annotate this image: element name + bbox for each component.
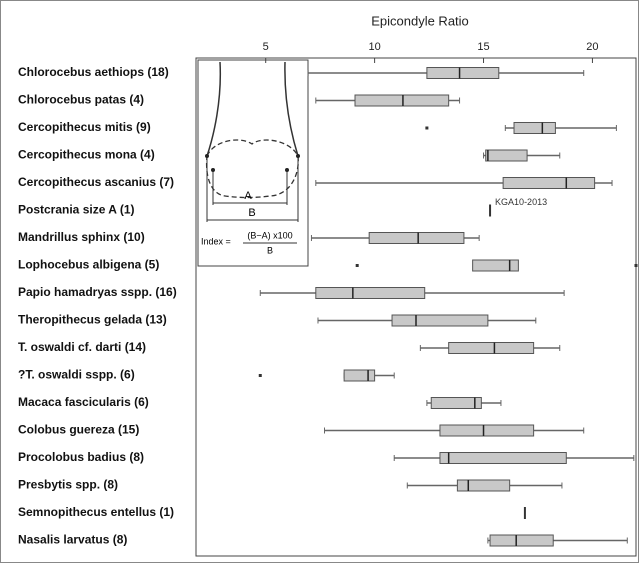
box xyxy=(457,480,509,491)
row-label: Nasalis larvatus (8) xyxy=(18,533,127,547)
box xyxy=(392,315,488,326)
row-label: Cercopithecus mitis (9) xyxy=(18,120,151,134)
point xyxy=(296,154,300,158)
row-label: Papio hamadryas sspp. (16) xyxy=(18,285,177,299)
x-tick-label: 5 xyxy=(263,41,269,53)
x-tick-label: 20 xyxy=(586,41,598,53)
index-label: Index = xyxy=(201,236,231,246)
outlier xyxy=(356,264,359,267)
box xyxy=(431,398,481,409)
point xyxy=(205,154,209,158)
box xyxy=(486,150,527,161)
inset: A B Index = (B−A) x100 B xyxy=(198,60,308,266)
row-label: Chlorocebus patas (4) xyxy=(18,93,144,107)
box xyxy=(355,95,449,106)
row-label: Mandrillus sphinx (10) xyxy=(18,230,145,244)
row-label: T. oswaldi cf. darti (14) xyxy=(18,340,146,354)
outlier xyxy=(259,374,262,377)
chart: Epicondyle Ratio A B Index = (B−A) x100 … xyxy=(0,0,639,563)
label-b: B xyxy=(248,207,255,219)
outlier xyxy=(635,264,638,267)
box xyxy=(440,425,534,436)
outlier xyxy=(425,127,428,130)
x-tick-label: 15 xyxy=(477,41,489,53)
box xyxy=(473,260,519,271)
numerator: (B−A) x100 xyxy=(247,230,292,240)
point xyxy=(285,168,289,172)
row-label: Presbytis spp. (8) xyxy=(18,478,118,492)
box xyxy=(490,535,553,546)
row-label: Chlorocebus aethiops (18) xyxy=(18,65,169,79)
x-tick-label: 10 xyxy=(368,41,380,53)
box xyxy=(449,343,534,354)
box xyxy=(316,288,425,299)
chart-title: Epicondyle Ratio xyxy=(371,13,469,28)
row-label: Cercopithecus ascanius (7) xyxy=(18,175,174,189)
row-label: Colobus guereza (15) xyxy=(18,423,139,437)
denominator: B xyxy=(267,245,273,255)
box xyxy=(514,123,555,134)
row-label: Lophocebus albigena (5) xyxy=(18,258,159,272)
point xyxy=(211,168,215,172)
row-label: ?T. oswaldi sspp. (6) xyxy=(18,368,135,382)
row-label: Theropithecus gelada (13) xyxy=(18,313,167,327)
box xyxy=(369,233,464,244)
row-label: Cercopithecus mona (4) xyxy=(18,148,155,162)
row-label: Postcrania size A (1) xyxy=(18,203,134,217)
box xyxy=(503,178,594,189)
annotation: KGA10-2013 xyxy=(495,197,547,207)
row-label: Procolobus badius (8) xyxy=(18,450,144,464)
box xyxy=(427,68,499,79)
row-label: Semnopithecus entellus (1) xyxy=(18,505,174,519)
box xyxy=(344,370,374,381)
box xyxy=(440,453,566,464)
row-label: Macaca fascicularis (6) xyxy=(18,395,149,409)
label-a: A xyxy=(244,190,252,202)
